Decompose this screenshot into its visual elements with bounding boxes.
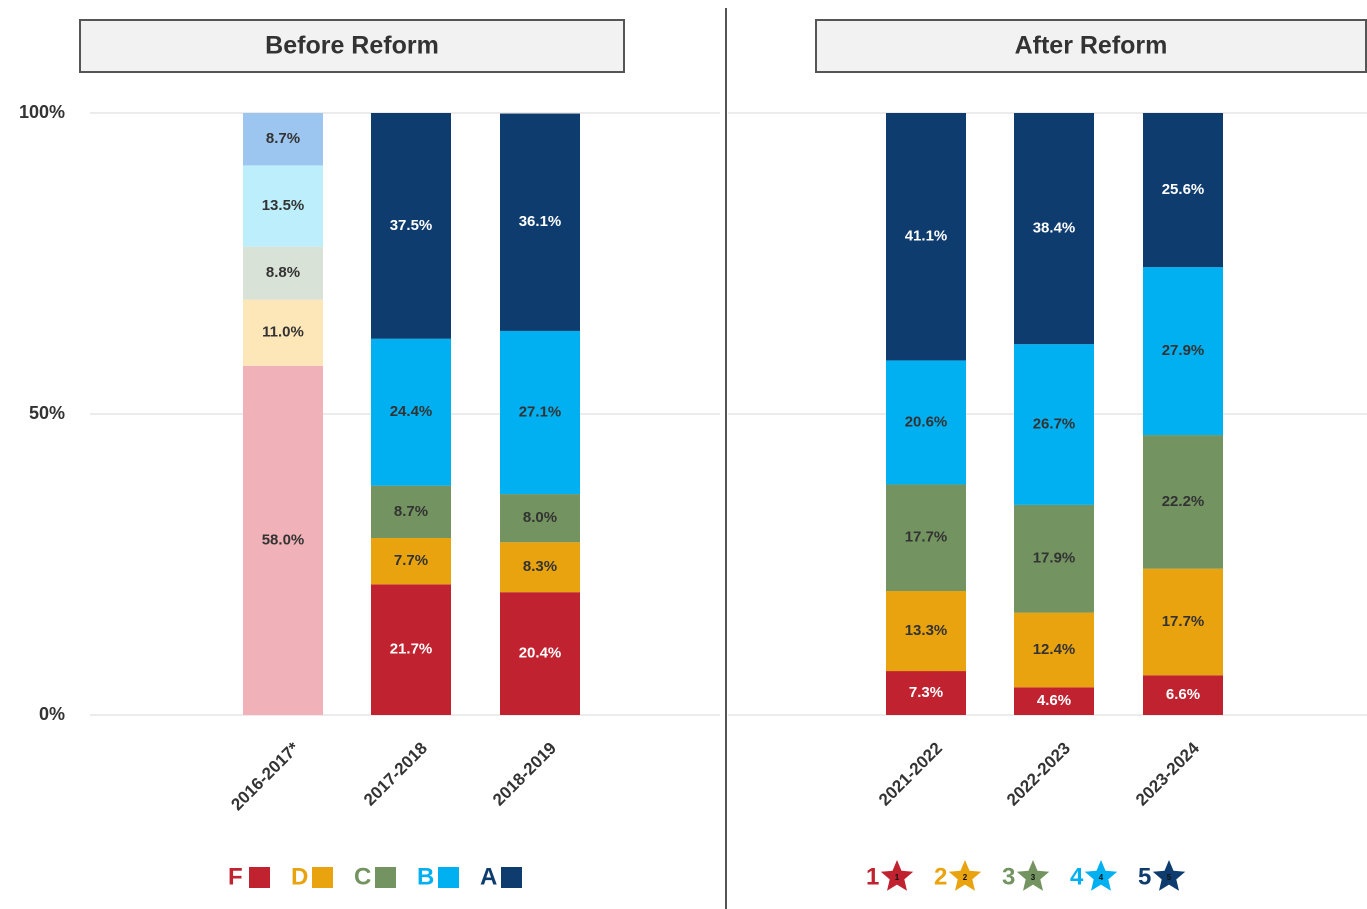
bar-segment: [886, 590, 966, 672]
value-label: 6.6%: [1166, 686, 1200, 703]
bar-segment: [243, 165, 323, 247]
title-box: [815, 19, 1367, 73]
legend-swatch: [249, 867, 270, 888]
value-label: 11.0%: [262, 324, 304, 341]
bar-segment: [886, 113, 966, 361]
bar-segment: [1014, 687, 1094, 715]
legend-star: [1152, 860, 1186, 891]
legend-star-label: 3: [1031, 873, 1036, 882]
legend-star: [1016, 860, 1050, 891]
value-label: 7.7%: [394, 552, 428, 569]
x-tick-label: 2017-2018: [360, 739, 431, 810]
value-label: 26.7%: [1033, 416, 1076, 433]
legend-label: B: [417, 863, 434, 890]
value-label: 36.1%: [519, 213, 562, 230]
legend-label: C: [354, 863, 371, 890]
x-tick-label: 2018-2019: [489, 739, 560, 810]
bar-segment: [1143, 435, 1223, 569]
value-label: 13.5%: [262, 197, 305, 214]
bar-segment: [500, 592, 580, 715]
legend-star-label: 4: [1099, 873, 1104, 882]
bar-segment: [886, 360, 966, 485]
y-tick-label: 100%: [19, 102, 65, 122]
legend-star: [880, 860, 914, 891]
value-label: 13.3%: [905, 622, 948, 639]
value-label: 22.2%: [1162, 493, 1205, 510]
legend-star: [1084, 860, 1118, 891]
legend-label: 5: [1138, 863, 1151, 890]
value-label: 8.7%: [394, 503, 428, 520]
value-label: 17.7%: [1162, 613, 1205, 630]
bar-segment: [371, 538, 451, 585]
value-label: 12.4%: [1033, 641, 1076, 658]
value-label: 41.1%: [905, 228, 948, 245]
x-tick-label: 2016-2017*: [227, 738, 303, 814]
bar-segment: [243, 365, 323, 715]
bar-segment: [1014, 344, 1094, 505]
value-label: 20.6%: [905, 413, 948, 430]
value-label: 21.7%: [390, 641, 433, 658]
value-label: 25.6%: [1162, 181, 1205, 198]
legend-swatch: [501, 867, 522, 888]
bar-segment: [1143, 568, 1223, 676]
legend-label: D: [291, 863, 308, 890]
bar-segment: [500, 542, 580, 593]
value-label: 17.7%: [905, 529, 948, 546]
legend-label: F: [228, 863, 243, 890]
bar-segment: [1143, 675, 1223, 715]
bar-segment: [1014, 113, 1094, 345]
bar-segment: [243, 299, 323, 366]
legend-star: [948, 860, 982, 891]
bar-segment: [1143, 113, 1223, 268]
legend-star-label: 5: [1167, 873, 1172, 882]
value-label: 37.5%: [390, 217, 433, 234]
value-label: 27.1%: [519, 403, 562, 420]
value-label: 4.6%: [1037, 692, 1071, 709]
value-label: 7.3%: [909, 684, 943, 701]
legend-label: A: [480, 863, 497, 890]
bar-segment: [371, 113, 451, 339]
bar-segment: [371, 485, 451, 539]
legend-label: 3: [1002, 863, 1015, 890]
value-label: 8.8%: [266, 264, 300, 281]
y-tick-label: 0%: [39, 704, 65, 724]
y-tick-label: 50%: [29, 403, 65, 423]
value-label: 8.3%: [523, 558, 557, 575]
bar-segment: [500, 494, 580, 543]
x-tick-label: 2021-2022: [875, 739, 946, 810]
bar-segment: [500, 330, 580, 495]
chart-title: Before Reform: [265, 32, 439, 60]
bar-segment: [371, 338, 451, 486]
bar-segment: [371, 584, 451, 715]
chart-title: After Reform: [1015, 32, 1168, 60]
bar-segment: [243, 246, 323, 300]
value-label: 58.0%: [262, 531, 305, 548]
legend-star-label: 2: [963, 873, 968, 882]
value-label: 24.4%: [390, 403, 433, 420]
legend-star-label: 1: [895, 873, 900, 882]
value-label: 8.7%: [266, 130, 300, 147]
bar-segment: [1014, 504, 1094, 613]
legend-label: 4: [1070, 863, 1084, 890]
value-label: 38.4%: [1033, 220, 1076, 237]
title-box: [79, 19, 625, 73]
legend-label: 2: [934, 863, 947, 890]
legend-swatch: [438, 867, 459, 888]
value-label: 27.9%: [1162, 342, 1205, 359]
bar-segment: [500, 113, 580, 331]
value-label: 17.9%: [1033, 550, 1076, 567]
legend-swatch: [312, 867, 333, 888]
bar-segment: [243, 113, 323, 166]
bar-segment: [1143, 267, 1223, 436]
legend-label: 1: [866, 863, 879, 890]
x-tick-label: 2023-2024: [1132, 738, 1203, 809]
value-label: 20.4%: [519, 645, 562, 662]
bar-segment: [1014, 612, 1094, 688]
bar-segment: [886, 671, 966, 715]
legend-swatch: [375, 867, 396, 888]
bar-segment: [886, 484, 966, 591]
x-tick-label: 2022-2023: [1003, 739, 1074, 810]
value-label: 8.0%: [523, 509, 557, 526]
